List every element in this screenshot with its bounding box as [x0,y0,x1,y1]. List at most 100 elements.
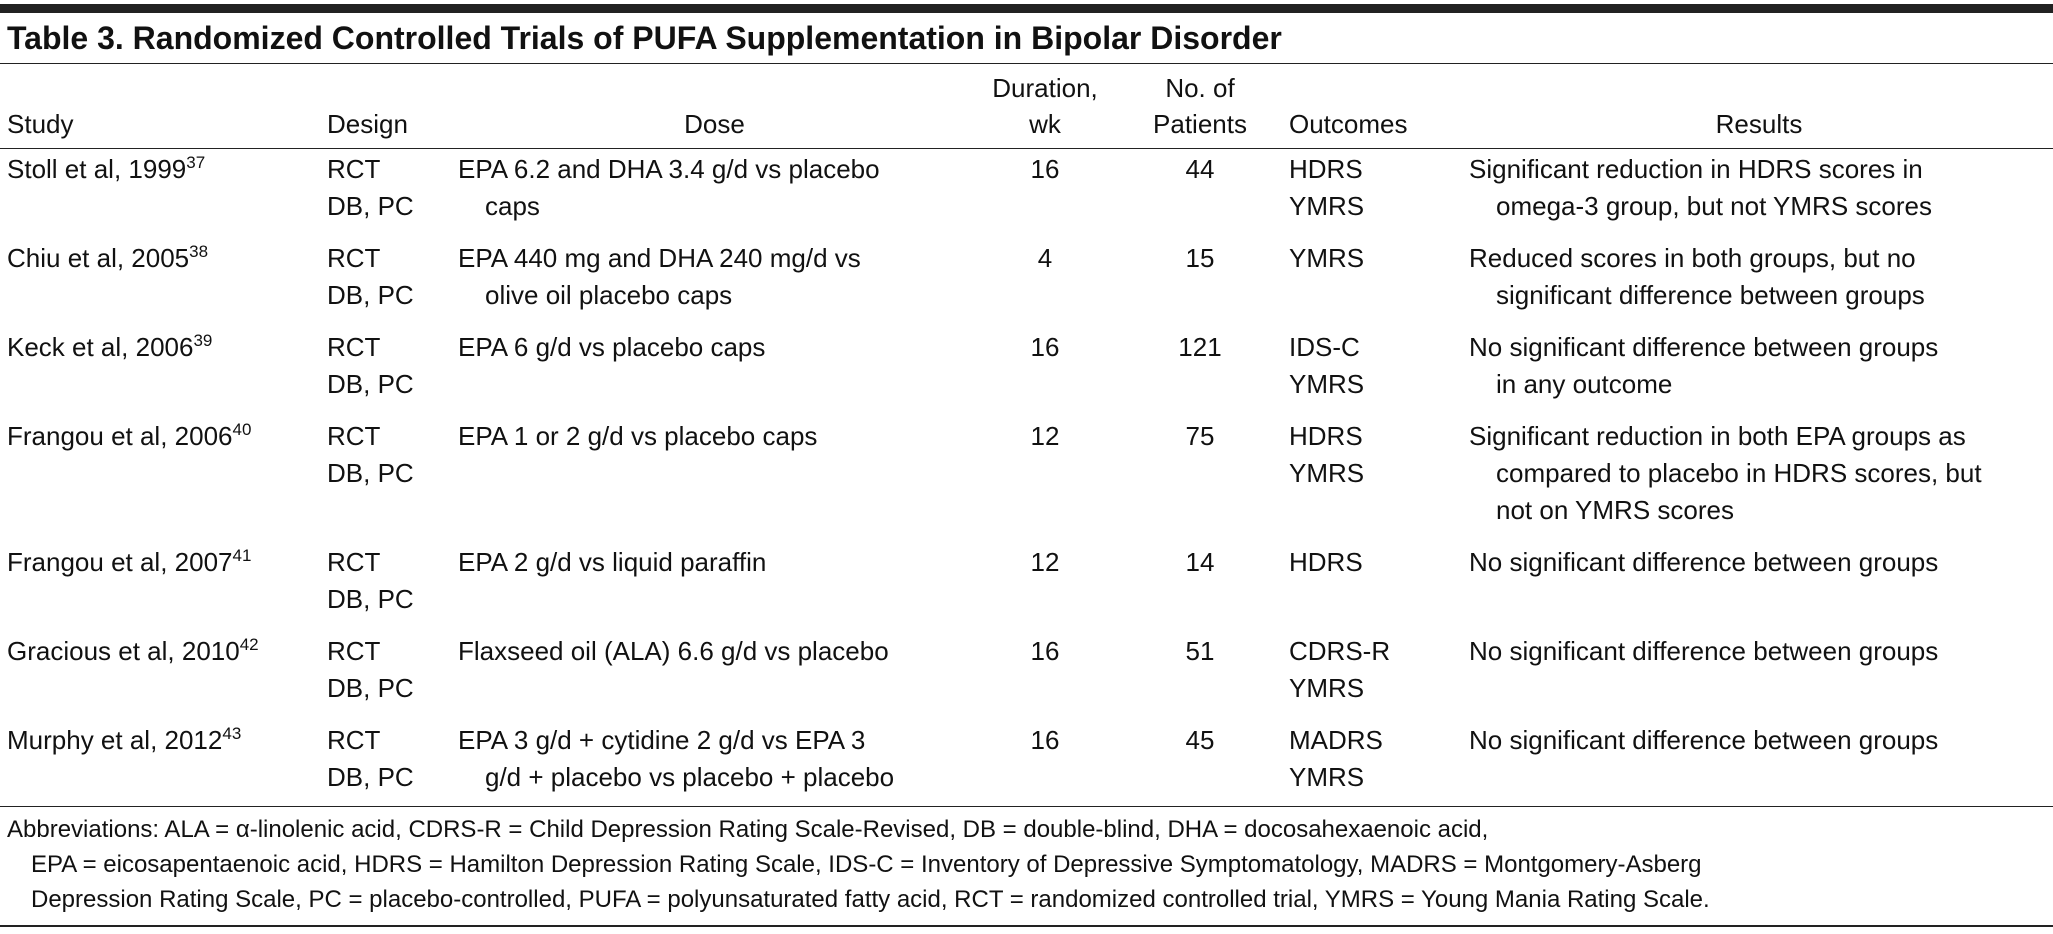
dose-line: EPA 1 or 2 g/d vs placebo caps [458,421,818,451]
study-cell: Frangou et al, 200741 [0,542,323,631]
trial-row: Chiu et al, 200538 RCT DB, PC EPA 440 mg an… [0,238,2053,327]
design-line: DB, PC [327,191,414,221]
results-line: No significant difference between groups [1469,636,1939,666]
design-cell: RCT DB, PC [323,327,454,416]
duration-cell: 4 [1037,243,1053,273]
header-line: Study [7,109,74,139]
results-line: No significant difference between groups [1469,332,1939,362]
results-cell: Reduced scores in both groups, but no sig… [1465,238,2053,327]
study-name: Gracious et al, 2010 [7,636,240,666]
study-name: Murphy et al, 2012 [7,725,223,755]
dose-line: EPA 6 g/d vs placebo caps [458,332,766,362]
dose-cell: EPA 1 or 2 g/d vs placebo caps [454,416,975,542]
results-line: not on YMRS scores [1496,495,1734,525]
header-line: Dose [684,109,745,139]
duration-cell: 16 [975,720,1115,807]
design-line: DB, PC [327,458,414,488]
outcomes-cell: HDRS YMRS [1285,149,1465,239]
outcome-line: YMRS [1289,762,1365,792]
outcomes-cell: CDRS-R YMRS [1285,631,1465,720]
trial-row: Stoll et al, 199937 RCT DB, PC EPA 6.2 and … [0,149,2053,239]
column-header: Design [323,63,454,149]
dose-line: EPA 2 g/d vs liquid paraffin [458,547,767,577]
results-cell: No significant difference between groups… [1465,327,2053,416]
study-name: Keck et al, 2006 [7,332,194,362]
results-line: No significant difference between groups [1469,725,1939,755]
outcome-line: YMRS [1289,369,1365,399]
results-line: Reduced scores in both groups, but no [1469,243,1916,273]
design-line: RCT [327,636,381,666]
outcome-line: YMRS [1289,191,1365,221]
results-cell: No significant difference between groups [1465,631,2053,720]
outcome-line: MADRS [1289,725,1383,755]
header-row: Study Design Dose Duration, wk No. of Patients… [0,63,2053,149]
outcomes-cell: YMRS [1285,238,1465,327]
results-line: compared to placebo in HDRS scores, but [1496,458,1982,488]
outcomes-cell: MADRS YMRS [1285,720,1465,807]
trials-table: Study Design Dose Duration, wk No. of Patients… [0,63,2053,807]
study-name: Stoll et al, 1999 [7,154,187,184]
design-line: DB, PC [327,280,414,310]
design-line: RCT [327,332,381,362]
study-cell: Gracious et al, 201042 [0,631,323,720]
results-line: significant difference between groups [1496,280,1925,310]
design-cell: RCT DB, PC [323,416,454,542]
outcome-line: HDRS [1289,421,1363,451]
results-line: No significant difference between groups [1469,547,1939,577]
footnote-line: EPA = eicosapentaenoic acid, HDRS = Hami… [31,851,1702,878]
trial-row: Murphy et al, 201243 RCT DB, PC EPA 3 g/d +… [0,720,2053,807]
trial-row: Gracious et al, 201042 RCT DB, PC Flaxseed … [0,631,2053,720]
design-line: RCT [327,725,381,755]
patients-cell: 14 [1185,547,1215,577]
dose-line: EPA 440 mg and DHA 240 mg/d vs [458,243,861,273]
reference: 38 [189,242,209,261]
header-line: Patients [1153,109,1247,139]
dose-cell: EPA 2 g/d vs liquid paraffin [454,542,975,631]
patients-cell: 15 [1185,243,1215,273]
reference: 40 [232,420,252,439]
patients-cell: 45 [1115,720,1285,807]
top-rule [0,4,2053,13]
design-line: RCT [327,243,381,273]
header-line: wk [1029,109,1061,139]
design-line: DB, PC [327,584,414,614]
results-line: omega-3 group, but not YMRS scores [1496,191,1932,221]
dose-cell: EPA 6.2 and DHA 3.4 g/d vs placebo caps [454,149,975,239]
design-cell: RCT DB, PC [323,238,454,327]
patients-cell: 75 [1185,421,1215,451]
design-cell: RCT DB, PC [323,631,454,720]
duration-cell: 12 [1030,421,1060,451]
design-line: DB, PC [327,762,414,792]
results-line: Significant reduction in both EPA groups… [1469,421,1966,451]
bottom-rule [0,925,2053,927]
results-cell: No significant difference between groups [1465,720,2053,807]
outcomes-cell: HDRS YMRS [1285,416,1465,542]
dose-cell: Flaxseed oil (ALA) 6.6 g/d vs placebo [454,631,975,720]
reference: 41 [232,546,252,565]
footnote-line: Depression Rating Scale, PC = placebo-co… [31,886,1710,913]
outcomes-cell: IDS-C YMRS [1285,327,1465,416]
study-cell: Keck et al, 200639 [0,327,323,416]
patients-cell: 121 [1178,332,1222,362]
dose-cell: EPA 3 g/d + cytidine 2 g/d vs EPA 3 g/d +… [454,720,975,807]
study-cell: Frangou et al, 200640 [0,416,323,542]
design-line: DB, PC [327,369,414,399]
table-title: Table 3. Randomized Controlled Trials of… [7,20,1282,56]
study-name: Frangou et al, 2007 [7,547,233,577]
dose-line: EPA 6.2 and DHA 3.4 g/d vs placebo [458,154,880,184]
dose-line: olive oil placebo caps [485,280,733,310]
results-cell: Significant reduction in HDRS scores in o… [1465,149,2053,239]
duration-cell: 16 [1030,154,1060,184]
header-line: Design [327,109,408,139]
duration-cell: 12 [1030,547,1060,577]
outcomes-cell: HDRS [1285,542,1465,631]
reference: 43 [222,724,242,743]
header-line: No. of [1165,73,1235,103]
outcome-line: HDRS [1289,154,1363,184]
column-header: Study [0,63,323,149]
dose-line: g/d + placebo vs placebo + placebo [485,762,895,792]
dose-cell: EPA 440 mg and DHA 240 mg/d vs olive oil … [454,238,975,327]
column-header: Outcomes [1285,63,1465,149]
design-line: DB, PC [327,673,414,703]
outcome-line: YMRS [1289,243,1365,273]
